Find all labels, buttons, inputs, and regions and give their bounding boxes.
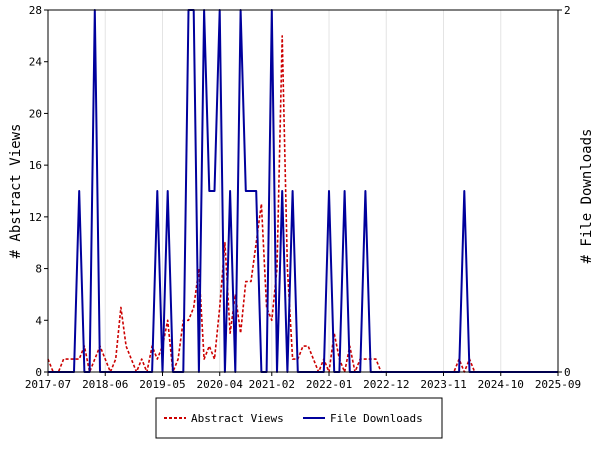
y-left-tick-label: 20 — [29, 107, 42, 120]
y-left-tick-label: 4 — [35, 314, 42, 327]
tick-layer: 0 4 8 12 16 20 24 28 0 2 2017-07 2018-06 2019-05 2020… — [25, 4, 581, 391]
y-left-tick-label: 28 — [29, 4, 42, 17]
y-left-tick-label: 8 — [35, 263, 42, 276]
legend-box — [155, 397, 443, 439]
y-left-tick-label: 24 — [29, 56, 43, 69]
x-tick-label: 2021-02 — [249, 378, 295, 391]
legend: Abstract Views File Downloads — [155, 397, 443, 439]
x-tick-label: 2020-04 — [197, 378, 244, 391]
y-axis-right-title: # File Downloads — [579, 129, 595, 264]
x-tick-label: 2025-09 — [535, 378, 581, 391]
x-tick-label: 2017-07 — [25, 378, 71, 391]
legend-label-file-downloads: File Downloads — [330, 412, 423, 425]
legend-label-abstract-views: Abstract Views — [191, 412, 284, 425]
plot-frame — [47, 9, 559, 373]
y-left-tick-label: 12 — [29, 211, 42, 224]
x-tick-label: 2022-01 — [306, 378, 352, 391]
x-tick-label: 2019-05 — [139, 378, 185, 391]
x-tick-label: 2018-06 — [82, 378, 128, 391]
series-line-abstract-views — [47, 35, 558, 373]
y-axis-left-title: # Abstract Views — [8, 124, 24, 259]
y-left-tick-label: 16 — [29, 159, 42, 172]
y-left-tick-label: 0 — [35, 366, 42, 379]
x-tick-label: 2024-10 — [478, 378, 524, 391]
y-right-tick-label: 2 — [564, 4, 571, 17]
y-right-tick-label: 0 — [564, 366, 571, 379]
x-tick-label: 2022-12 — [363, 378, 409, 391]
x-tick-label: 2023-11 — [420, 378, 466, 391]
